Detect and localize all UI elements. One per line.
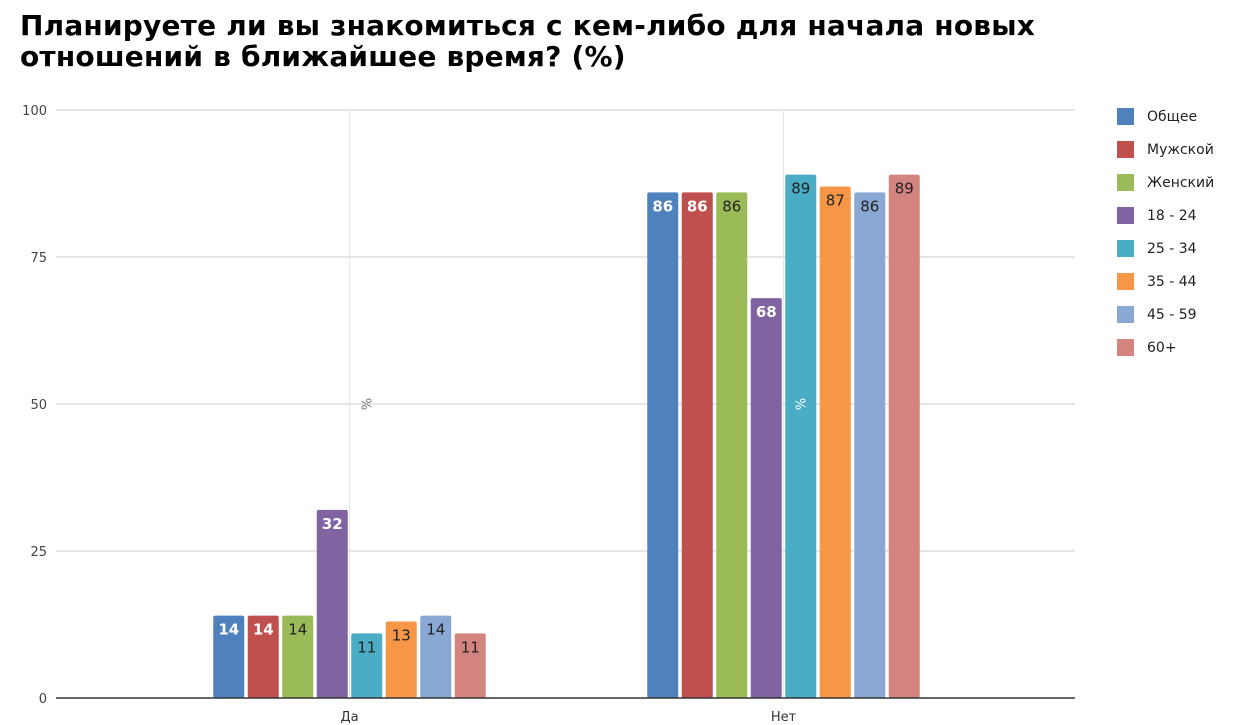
bar-value-label: 11 xyxy=(461,638,480,656)
legend-label: 18 - 24 xyxy=(1147,207,1197,224)
bar-value-label: 32 xyxy=(322,515,343,533)
legend-swatch xyxy=(1117,306,1134,323)
legend-swatch xyxy=(1117,174,1134,191)
legend-swatch xyxy=(1117,108,1134,125)
legend-swatch xyxy=(1117,240,1134,257)
legend-item: Женский xyxy=(1117,166,1214,199)
bar-1-5 xyxy=(351,633,383,698)
bar-1-4 xyxy=(316,509,348,698)
bar-value-label: 14 xyxy=(288,621,307,639)
y-tick-label: 75 xyxy=(30,251,47,266)
chart-legend: Общее Мужской Женский 18 - 24 25 - 34 35 - 44… xyxy=(1117,100,1214,364)
legend-label: 60+ xyxy=(1147,339,1177,356)
bar-value-label: 14 xyxy=(253,621,274,639)
legend-swatch xyxy=(1117,273,1134,290)
bar-1-3 xyxy=(282,615,314,698)
legend-item: Мужской xyxy=(1117,133,1214,166)
bar-2-3 xyxy=(716,192,748,698)
legend-label: 45 - 59 xyxy=(1147,306,1197,323)
bar-1-7 xyxy=(420,615,452,698)
bar-2-8 xyxy=(888,174,920,698)
legend-label: 35 - 44 xyxy=(1147,273,1197,290)
legend-item: 18 - 24 xyxy=(1117,199,1214,232)
bar-2-1 xyxy=(647,192,679,698)
legend-swatch xyxy=(1117,207,1134,224)
legend-label: Общее xyxy=(1147,108,1198,125)
bar-value-label: 86 xyxy=(687,197,708,215)
bar-2-5 xyxy=(785,174,817,698)
legend-item: 25 - 34 xyxy=(1117,232,1214,265)
bar-2-6 xyxy=(819,186,851,698)
y-tick-label: 0 xyxy=(39,692,47,707)
bar-value-label: 11 xyxy=(357,638,376,656)
bar-value-label: 86 xyxy=(722,197,741,215)
bar-value-label: 13 xyxy=(392,627,411,645)
bar-value-label: 87 xyxy=(826,191,845,209)
bar-value-label: 14 xyxy=(218,621,239,639)
bar-value-label: 86 xyxy=(652,197,673,215)
y-tick-label: 25 xyxy=(30,545,47,560)
bar-chart: 0 25 50 75 100 14 14 14 32 11 13 14 11 86 86 86 68 89 87 86… xyxy=(22,104,1075,725)
y-tick-label: 50 xyxy=(30,398,47,413)
y-axis-label: % xyxy=(792,398,807,410)
bar-1-8 xyxy=(454,633,486,698)
legend-item: 45 - 59 xyxy=(1117,298,1214,331)
bar-value-label: 89 xyxy=(895,180,914,198)
x-tick-label: Да xyxy=(340,710,358,725)
chart-title: Планируете ли вы знакомиться с кем-либо … xyxy=(20,9,1035,73)
legend-swatch xyxy=(1117,141,1134,158)
bar-1-2 xyxy=(247,615,279,698)
legend-label: 25 - 34 xyxy=(1147,240,1197,257)
bar-2-4 xyxy=(750,298,782,698)
legend-item: 35 - 44 xyxy=(1117,265,1214,298)
bar-value-label: 86 xyxy=(860,197,879,215)
legend-label: Мужской xyxy=(1147,141,1214,158)
bar-1-6 xyxy=(385,621,417,698)
bar-value-label: 14 xyxy=(426,621,445,639)
bar-value-label: 89 xyxy=(791,180,810,198)
bar-1-1 xyxy=(213,615,245,698)
bar-2-7 xyxy=(854,192,886,698)
legend-item: Общее xyxy=(1117,100,1214,133)
legend-item: 60+ xyxy=(1117,331,1214,364)
legend-swatch xyxy=(1117,339,1134,356)
legend-label: Женский xyxy=(1147,174,1215,191)
y-axis-label: % xyxy=(358,398,373,410)
x-tick-label: Нет xyxy=(771,710,797,725)
y-tick-label: 100 xyxy=(22,104,47,119)
bar-2-2 xyxy=(681,192,713,698)
bar-value-label: 68 xyxy=(756,303,777,321)
